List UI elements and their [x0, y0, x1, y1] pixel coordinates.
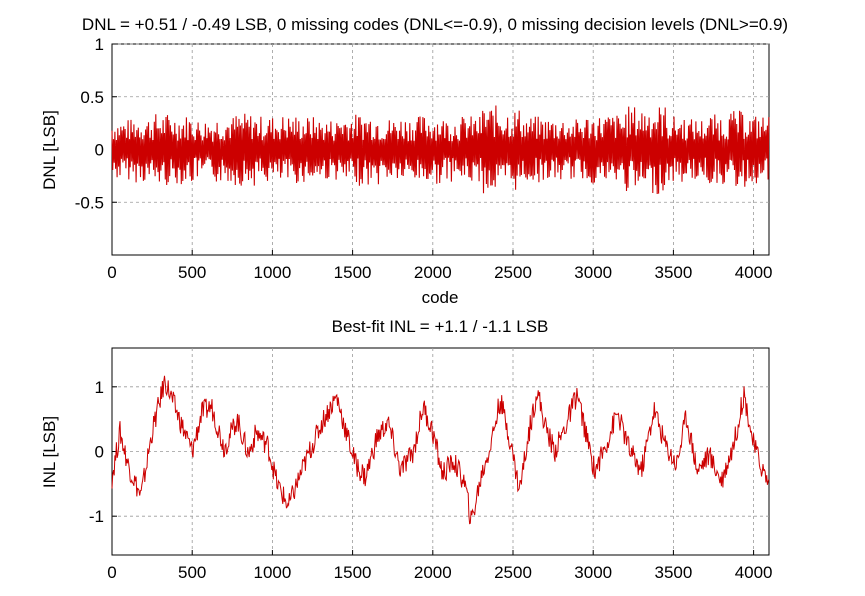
dnl-xlabel: code	[422, 288, 459, 307]
inl-xtick-label: 3500	[654, 563, 692, 582]
dnl-trace	[111, 105, 770, 195]
dnl-xtick-label: 1500	[334, 263, 372, 282]
dnl-ytick-label: 0	[95, 141, 104, 160]
inl-ylabel: INL [LSB]	[40, 416, 59, 488]
inl-xtick-label: 1000	[253, 563, 291, 582]
dnl-xtick-label: 3000	[574, 263, 612, 282]
dnl-y-tick-labels: -0.5 0 0.5 1	[75, 35, 104, 212]
inl-xtick-label: 0	[107, 563, 116, 582]
inl-trace	[111, 375, 770, 525]
inl-xtick-label: 3000	[574, 563, 612, 582]
inl-xtick-label: 1500	[334, 563, 372, 582]
dnl-xtick-label: 0	[107, 263, 116, 282]
dnl-xtick-label: 2000	[414, 263, 452, 282]
dnl-subplot: DNL = +0.51 / -0.49 LSB, 0 missing codes…	[40, 15, 788, 307]
inl-ytick-label: 1	[95, 378, 104, 397]
dnl-ytick-label: 0.5	[80, 88, 104, 107]
inl-title: Best-fit INL = +1.1 / -1.1 LSB	[332, 317, 549, 336]
inl-ytick-label: -1	[89, 507, 104, 526]
dnl-ytick-label: -0.5	[75, 193, 104, 212]
inl-xtick-label: 4000	[735, 563, 773, 582]
dnl-series	[111, 105, 770, 195]
dnl-xtick-label: 500	[178, 263, 206, 282]
dnl-xtick-label: 1000	[253, 263, 291, 282]
inl-y-tick-labels: -1 0 1	[89, 378, 104, 526]
dnl-xtick-label: 3500	[654, 263, 692, 282]
inl-xtick-label: 500	[178, 563, 206, 582]
dnl-xtick-label: 4000	[735, 263, 773, 282]
dnl-xtick-label: 2500	[494, 263, 532, 282]
inl-x-tick-labels: 0 500 1000 1500 2000 2500 3000 3500 4000	[107, 563, 772, 582]
dnl-ylabel: DNL [LSB]	[40, 110, 59, 190]
inl-series	[111, 375, 770, 525]
inl-xtick-label: 2500	[494, 563, 532, 582]
inl-xtick-label: 2000	[414, 563, 452, 582]
dnl-title: DNL = +0.51 / -0.49 LSB, 0 missing codes…	[82, 15, 788, 34]
dnl-x-tick-labels: 0 500 1000 1500 2000 2500 3000 3500 4000	[107, 263, 772, 282]
inl-ytick-label: 0	[95, 443, 104, 462]
dnl-ytick-label: 1	[95, 35, 104, 54]
inl-subplot: Best-fit INL = +1.1 / -1.1 LSB 0 500 1000 1…	[40, 317, 773, 582]
